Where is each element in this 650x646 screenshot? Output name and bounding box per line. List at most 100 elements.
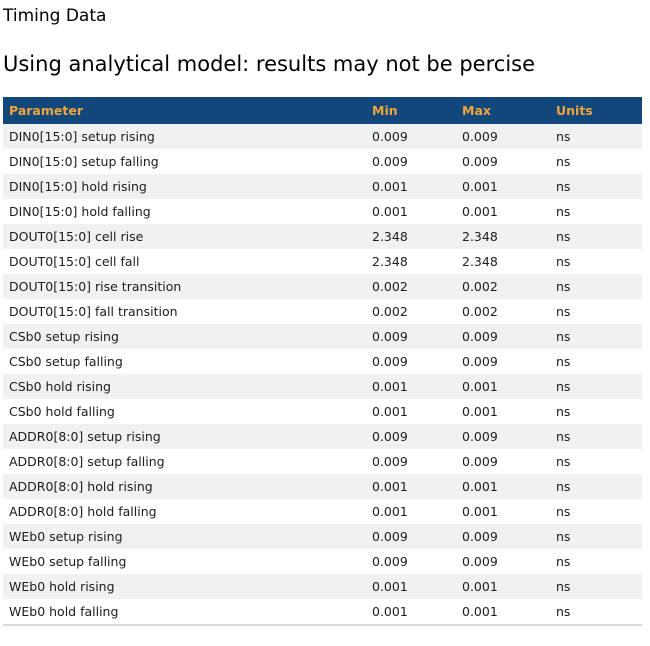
cell-max: 0.009 [462, 153, 498, 169]
cell-max: 0.001 [462, 603, 498, 619]
table-body: DIN0[15:0] setup rising 0.009 0.009 ns DIN0[… [3, 123, 642, 625]
cell-parameter: CSb0 hold falling [9, 403, 115, 419]
table-row: ADDR0[8:0] hold rising 0.001 0.001 ns [3, 473, 642, 499]
cell-units: ns [556, 528, 571, 544]
column-header-parameter: Parameter [3, 96, 366, 124]
cell-parameter: ADDR0[8:0] setup falling [9, 453, 165, 469]
cell-parameter: CSb0 setup rising [9, 328, 119, 344]
cell-min: 0.009 [372, 128, 408, 144]
table-row: ADDR0[8:0] hold falling 0.001 0.001 ns [3, 498, 642, 524]
table-row: WEb0 setup rising 0.009 0.009 ns [3, 523, 642, 549]
cell-max: 0.009 [462, 428, 498, 444]
cell-parameter: WEb0 hold rising [9, 578, 115, 594]
cell-max: 0.009 [462, 553, 498, 569]
page-subtitle: Using analytical model: results may not … [3, 52, 536, 77]
cell-max: 0.001 [462, 403, 498, 419]
cell-units: ns [556, 478, 571, 494]
column-header-max: Max [456, 96, 550, 124]
cell-min: 0.001 [372, 603, 408, 619]
cell-max: 0.001 [462, 203, 498, 219]
cell-max: 0.001 [462, 478, 498, 494]
cell-min: 0.009 [372, 453, 408, 469]
cell-min: 0.009 [372, 528, 408, 544]
table-row: ADDR0[8:0] setup falling 0.009 0.009 ns [3, 448, 642, 474]
table-row: DIN0[15:0] setup rising 0.009 0.009 ns [3, 123, 642, 149]
cell-units: ns [556, 253, 571, 269]
cell-parameter: DOUT0[15:0] rise transition [9, 278, 182, 294]
table-row: CSb0 setup rising 0.009 0.009 ns [3, 323, 642, 349]
cell-max: 0.009 [462, 453, 498, 469]
cell-parameter: ADDR0[8:0] hold rising [9, 478, 153, 494]
cell-min: 0.009 [372, 428, 408, 444]
page-title: Timing Data [3, 6, 107, 26]
cell-units: ns [556, 603, 571, 619]
table-row: ADDR0[8:0] setup rising 0.009 0.009 ns [3, 423, 642, 449]
table-row: CSb0 hold rising 0.001 0.001 ns [3, 373, 642, 399]
cell-min: 0.009 [372, 353, 408, 369]
cell-parameter: WEb0 hold falling [9, 603, 119, 619]
cell-parameter: DOUT0[15:0] cell fall [9, 253, 140, 269]
cell-max: 0.001 [462, 378, 498, 394]
cell-parameter: ADDR0[8:0] hold falling [9, 503, 157, 519]
cell-parameter: CSb0 hold rising [9, 378, 111, 394]
cell-min: 0.002 [372, 303, 408, 319]
column-header-min: Min [366, 96, 456, 124]
table-header: Parameter Min Max Units [3, 96, 642, 124]
cell-max: 0.001 [462, 503, 498, 519]
cell-min: 0.009 [372, 153, 408, 169]
cell-min: 0.001 [372, 503, 408, 519]
cell-units: ns [556, 428, 571, 444]
cell-max: 0.009 [462, 528, 498, 544]
cell-max: 0.001 [462, 178, 498, 194]
cell-min: 0.001 [372, 203, 408, 219]
cell-max: 0.009 [462, 328, 498, 344]
cell-max: 0.002 [462, 303, 498, 319]
cell-parameter: DIN0[15:0] setup falling [9, 153, 159, 169]
cell-units: ns [556, 578, 571, 594]
cell-parameter: DOUT0[15:0] fall transition [9, 303, 178, 319]
cell-units: ns [556, 403, 571, 419]
table-row: CSb0 setup falling 0.009 0.009 ns [3, 348, 642, 374]
cell-max: 2.348 [462, 253, 498, 269]
cell-units: ns [556, 553, 571, 569]
table-row: CSb0 hold falling 0.001 0.001 ns [3, 398, 642, 424]
cell-units: ns [556, 328, 571, 344]
cell-units: ns [556, 203, 571, 219]
cell-parameter: WEb0 setup falling [9, 553, 127, 569]
cell-parameter: CSb0 setup falling [9, 353, 123, 369]
cell-units: ns [556, 228, 571, 244]
table-row: DOUT0[15:0] rise transition 0.002 0.002 ns [3, 273, 642, 299]
table-row: WEb0 hold falling 0.001 0.001 ns [3, 598, 642, 625]
cell-units: ns [556, 128, 571, 144]
cell-min: 0.001 [372, 578, 408, 594]
cell-max: 0.009 [462, 128, 498, 144]
timing-data-table: Parameter Min Max Units DIN0[15:0] setup… [3, 96, 642, 626]
table-row: DIN0[15:0] hold falling 0.001 0.001 ns [3, 198, 642, 224]
cell-min: 0.002 [372, 278, 408, 294]
cell-min: 0.009 [372, 328, 408, 344]
cell-min: 0.001 [372, 478, 408, 494]
cell-parameter: WEb0 setup rising [9, 528, 123, 544]
cell-min: 2.348 [372, 253, 408, 269]
cell-max: 2.348 [462, 228, 498, 244]
cell-units: ns [556, 153, 571, 169]
cell-min: 0.001 [372, 178, 408, 194]
table-row: DOUT0[15:0] cell rise 2.348 2.348 ns [3, 223, 642, 249]
cell-min: 0.001 [372, 378, 408, 394]
cell-parameter: ADDR0[8:0] setup rising [9, 428, 161, 444]
cell-units: ns [556, 278, 571, 294]
cell-min: 2.348 [372, 228, 408, 244]
cell-units: ns [556, 303, 571, 319]
table-row: WEb0 hold rising 0.001 0.001 ns [3, 573, 642, 599]
cell-min: 0.009 [372, 553, 408, 569]
column-header-units: Units [550, 96, 642, 124]
cell-units: ns [556, 453, 571, 469]
table-row: DIN0[15:0] hold rising 0.001 0.001 ns [3, 173, 642, 199]
cell-units: ns [556, 178, 571, 194]
table-row: DOUT0[15:0] fall transition 0.002 0.002 ns [3, 298, 642, 324]
cell-parameter: DOUT0[15:0] cell rise [9, 228, 144, 244]
table-row: DIN0[15:0] setup falling 0.009 0.009 ns [3, 148, 642, 174]
cell-parameter: DIN0[15:0] hold rising [9, 178, 147, 194]
cell-parameter: DIN0[15:0] hold falling [9, 203, 151, 219]
